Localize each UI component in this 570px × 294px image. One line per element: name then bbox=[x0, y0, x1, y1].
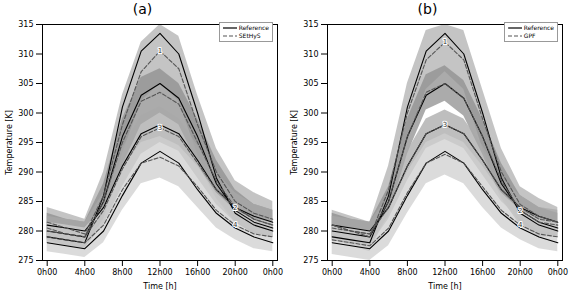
svg-text:280: 280 bbox=[303, 227, 318, 236]
svg-text:Temperature [K]: Temperature [K] bbox=[5, 110, 14, 176]
svg-text:300: 300 bbox=[303, 109, 318, 118]
svg-text:3: 3 bbox=[158, 124, 162, 132]
svg-text:2: 2 bbox=[233, 204, 237, 212]
svg-text:0h00: 0h00 bbox=[548, 268, 568, 277]
svg-text:Time [h]: Time [h] bbox=[427, 282, 461, 291]
svg-text:16h00: 16h00 bbox=[470, 268, 495, 277]
svg-text:8h00: 8h00 bbox=[112, 268, 132, 277]
svg-text:1: 1 bbox=[443, 38, 447, 46]
svg-text:305: 305 bbox=[18, 79, 33, 88]
svg-text:305: 305 bbox=[303, 79, 318, 88]
svg-text:1: 1 bbox=[158, 47, 162, 55]
svg-text:0h00: 0h00 bbox=[322, 268, 342, 277]
html-text:SEtHyS: SEtHyS bbox=[238, 32, 261, 39]
svg-text:310: 310 bbox=[303, 50, 318, 59]
svg-text:2: 2 bbox=[518, 207, 522, 215]
svg-text:4: 4 bbox=[233, 221, 238, 229]
svg-text:315: 315 bbox=[18, 20, 33, 29]
svg-text:4: 4 bbox=[518, 221, 523, 229]
svg-text:280: 280 bbox=[18, 227, 33, 236]
svg-text:285: 285 bbox=[303, 197, 318, 206]
svg-text:0h00: 0h00 bbox=[263, 268, 283, 277]
svg-text:4h00: 4h00 bbox=[75, 268, 95, 277]
svg-text:16h00: 16h00 bbox=[185, 268, 210, 277]
svg-text:12h00: 12h00 bbox=[147, 268, 172, 277]
svg-text:285: 285 bbox=[18, 197, 33, 206]
svg-text:295: 295 bbox=[18, 138, 33, 147]
svg-text:275: 275 bbox=[303, 256, 318, 265]
html-text:Reference: Reference bbox=[238, 24, 269, 31]
svg-text:290: 290 bbox=[18, 168, 33, 177]
svg-text:275: 275 bbox=[18, 256, 33, 265]
html-text:(a): (a) bbox=[132, 1, 153, 17]
svg-text:4h00: 4h00 bbox=[360, 268, 380, 277]
svg-text:295: 295 bbox=[303, 138, 318, 147]
svg-text:20h00: 20h00 bbox=[507, 268, 532, 277]
svg-text:Time [h]: Time [h] bbox=[142, 282, 176, 291]
svg-text:310: 310 bbox=[18, 50, 33, 59]
svg-text:300: 300 bbox=[18, 109, 33, 118]
svg-text:8h00: 8h00 bbox=[397, 268, 417, 277]
svg-text:3: 3 bbox=[443, 121, 447, 129]
svg-text:12h00: 12h00 bbox=[432, 268, 457, 277]
svg-text:0h00: 0h00 bbox=[37, 268, 57, 277]
html-text:(b): (b) bbox=[417, 1, 438, 17]
svg-text:315: 315 bbox=[303, 20, 318, 29]
html-text:Reference: Reference bbox=[523, 24, 554, 31]
svg-text:20h00: 20h00 bbox=[222, 268, 247, 277]
svg-text:290: 290 bbox=[303, 168, 318, 177]
html-text:GPF: GPF bbox=[523, 32, 536, 39]
svg-text:Temperature [K]: Temperature [K] bbox=[290, 110, 299, 176]
